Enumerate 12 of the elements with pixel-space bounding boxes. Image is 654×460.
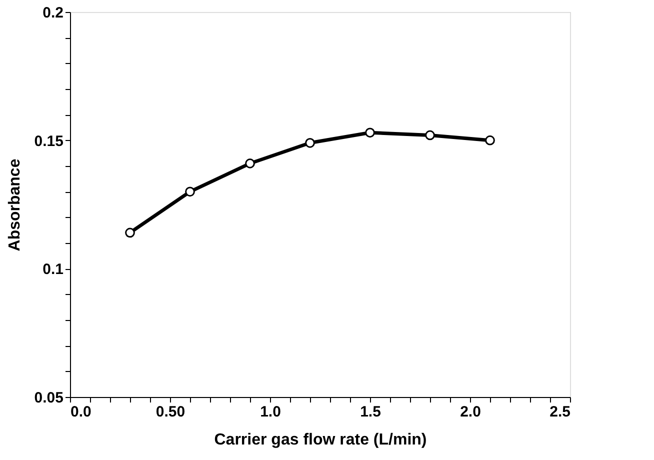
x-tick-label: 1.5 bbox=[360, 404, 381, 420]
x-axis-title: Carrier gas flow rate (L/min) bbox=[214, 432, 427, 448]
y-axis-title: Absorbance bbox=[6, 158, 24, 252]
y-tick-label: 0.2 bbox=[42, 4, 64, 22]
y-tick-label: 0.1 bbox=[42, 261, 64, 278]
y-tick-label: 0.15 bbox=[34, 132, 64, 150]
y-tick-label: 0.05 bbox=[34, 390, 64, 406]
x-tick-label: 1.0 bbox=[260, 404, 281, 420]
x-tick-label: 2.5 bbox=[550, 404, 570, 420]
x-tick-label: 0.0 bbox=[70, 404, 92, 420]
x-tick-label: 0.50 bbox=[156, 404, 186, 420]
x-tick-label: 2.0 bbox=[460, 404, 481, 420]
